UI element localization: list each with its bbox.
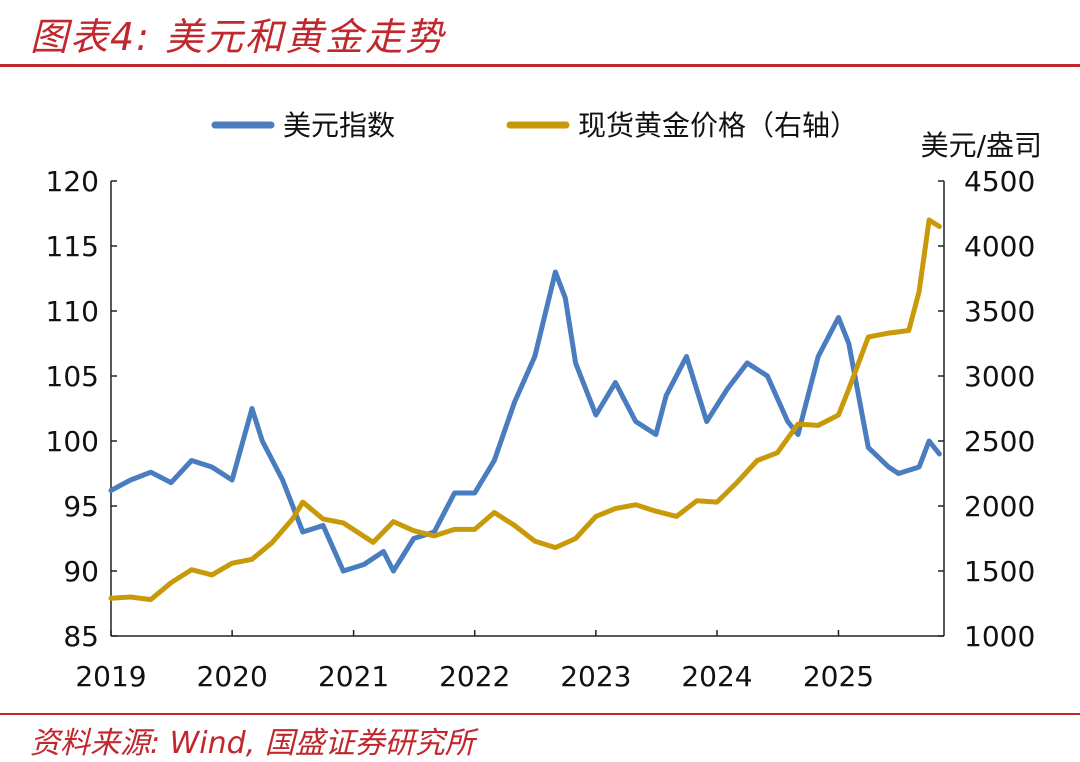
- x-tick-label: 2025: [803, 660, 874, 693]
- axes: 85 90 95 100 105 110 115 120 1000 1500 2000 2500 300…: [46, 129, 1042, 693]
- legend-label-gold: 现货黄金价格（右轴）: [578, 109, 858, 142]
- chart-title: 图表4: 美元和黄金走势: [30, 15, 446, 59]
- x-tick-label: 2022: [439, 660, 510, 693]
- y-right-tick-label: 3500: [964, 295, 1035, 328]
- y-left-tick-label: 85: [63, 620, 99, 653]
- y-right-tick-label: 4000: [964, 230, 1035, 263]
- y-left-tick-label: 100: [46, 425, 99, 458]
- x-tick-label: 2023: [560, 660, 631, 693]
- x-tick-label: 2021: [318, 660, 389, 693]
- y-left-tick-label: 120: [46, 165, 99, 198]
- y-right-unit-label: 美元/盎司: [921, 129, 1042, 162]
- plot-area: [108, 217, 942, 603]
- usd-index-line: [108, 269, 942, 574]
- x-tick-label: 2024: [681, 660, 752, 693]
- y-left-tick-label: 110: [46, 295, 99, 328]
- y-left-tick-label: 115: [46, 230, 99, 263]
- x-tick-label: 2020: [197, 660, 268, 693]
- y-left-tick-label: 105: [46, 360, 99, 393]
- x-tick-label: 2019: [75, 660, 146, 693]
- legend-label-usd: 美元指数: [283, 109, 395, 142]
- y-right-tick-label: 3000: [964, 360, 1035, 393]
- y-right-tick-label: 2500: [964, 425, 1035, 458]
- legend: 美元指数 现货黄金价格（右轴）: [211, 109, 858, 142]
- y-left-tick-label: 90: [63, 555, 99, 588]
- y-right-tick-label: 1000: [964, 620, 1035, 653]
- title-divider: [0, 64, 1080, 67]
- y-right-tick-label: 4500: [964, 165, 1035, 198]
- gold-price-line: [108, 217, 942, 603]
- y-right-tick-label: 1500: [964, 555, 1035, 588]
- source-divider: [0, 713, 1080, 715]
- source-note: 资料来源: Wind, 国盛证券研究所: [30, 726, 475, 761]
- y-left-tick-label: 95: [63, 490, 99, 523]
- y-right-tick-label: 2000: [964, 490, 1035, 523]
